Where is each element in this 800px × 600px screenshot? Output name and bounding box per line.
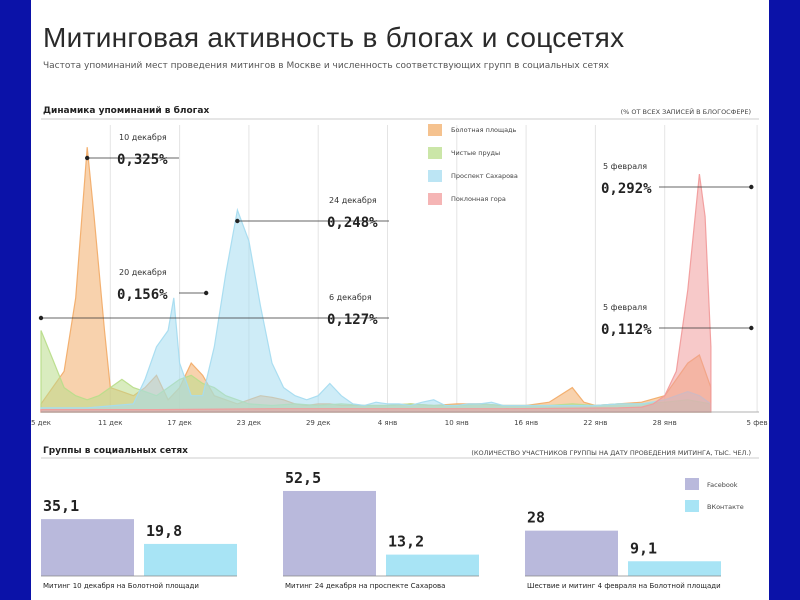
legend-label: Проспект Сахарова	[451, 172, 518, 180]
bar-group-label: Митинг 10 декабря на Болотной площади	[43, 582, 199, 590]
legend-label: Поклонная гора	[451, 195, 506, 203]
callout-date: 6 декабря	[329, 293, 372, 302]
bar-legend-label: Facebook	[707, 481, 738, 489]
page-subtitle: Частота упоминаний мест проведения митин…	[43, 61, 609, 71]
bar-value-label: 35,1	[43, 497, 79, 515]
callout-value: 0,248%	[327, 215, 378, 231]
bar	[525, 530, 618, 576]
x-tick-label: 4 янв	[378, 419, 398, 427]
blog-chart-unit-note: (% от всех записей в блогосфере)	[620, 108, 751, 116]
callout-date: 24 декабря	[329, 196, 377, 205]
callout-value: 0,292%	[601, 181, 652, 197]
legend-swatch	[428, 147, 442, 159]
callout-date: 10 декабря	[119, 133, 167, 142]
callout-value: 0,127%	[327, 312, 378, 328]
area-series-3	[40, 174, 712, 413]
area-series-2	[40, 207, 712, 413]
callout-dot	[749, 325, 754, 331]
x-tick-label: 10 янв	[445, 419, 469, 427]
bar	[628, 561, 721, 576]
callout-dot	[749, 184, 754, 190]
legend-swatch	[428, 193, 442, 205]
infographic: Митинговая активность в блогах и соцсетя…	[31, 0, 769, 600]
bar-value-label: 9,1	[630, 539, 657, 557]
groups-chart-title: Группы в социальных сетях	[43, 446, 188, 456]
x-tick-label: 29 дек	[306, 419, 331, 427]
callout-date: 20 декабря	[119, 268, 167, 277]
bar-value-label: 19,8	[146, 522, 182, 540]
bar-value-label: 52,5	[285, 469, 321, 487]
x-tick-label: 17 дек	[167, 419, 192, 427]
bar-value-label: 28	[527, 509, 545, 527]
bar-group-label: Шествие и митинг 4 февраля на Болотной п…	[527, 582, 721, 590]
legend-swatch	[428, 170, 442, 182]
x-tick-label: 23 дек	[237, 419, 262, 427]
legend-swatch	[428, 124, 442, 136]
callout-value: 0,325%	[117, 152, 168, 168]
x-tick-label: 28 янв	[653, 419, 677, 427]
callout-date: 5 февраля	[603, 303, 647, 312]
bar	[283, 490, 376, 576]
bar-legend-swatch	[685, 478, 699, 490]
callout-dot	[235, 218, 240, 224]
groups-chart-unit-note: (Количество участников группы на дату пр…	[471, 449, 751, 457]
bar	[144, 543, 237, 576]
blog-chart-title: Динамика упоминаний в блогах	[43, 106, 210, 116]
bar-group-label: Митинг 24 декабря на проспекте Сахарова	[285, 582, 445, 590]
callout-value: 0,112%	[601, 322, 652, 338]
bar-legend-swatch	[685, 500, 699, 512]
callout-dot	[203, 290, 209, 296]
bar-legend-label: ВКонтакте	[707, 503, 744, 511]
callout-dot	[85, 155, 90, 161]
x-tick-label: 5 фев	[747, 419, 768, 427]
x-tick-label: 5 дек	[31, 419, 51, 427]
callout-date: 5 февраля	[603, 162, 647, 171]
x-tick-label: 11 дек	[98, 419, 123, 427]
bar	[386, 554, 479, 576]
callout-dot	[38, 315, 44, 321]
legend-label: Болотная площадь	[451, 126, 517, 134]
callout-value: 0,156%	[117, 287, 168, 303]
charts-canvas: 5 дек 11 дек 17 дек 23 дек 29 дек 4 янв 10 янв…	[31, 118, 768, 590]
x-tick-label: 22 янв	[583, 419, 607, 427]
x-tick-label: 16 янв	[514, 419, 538, 427]
legend-label: Чистые пруды	[451, 149, 500, 157]
bar-value-label: 13,2	[388, 533, 424, 551]
bar	[41, 519, 134, 576]
page-title: Митинговая активность в блогах и соцсетя…	[43, 22, 625, 53]
